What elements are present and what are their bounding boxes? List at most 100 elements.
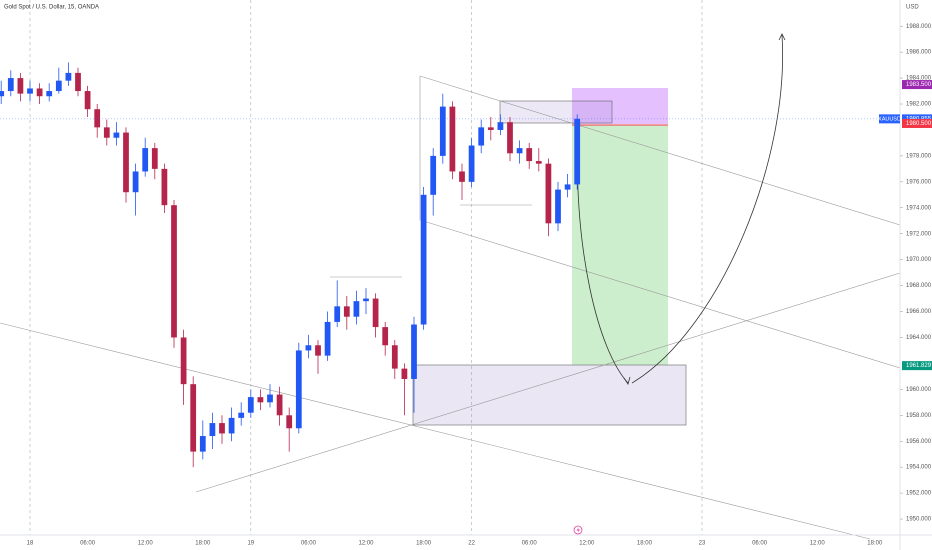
y-tick-label: 1956.000: [906, 439, 932, 445]
candle-body: [238, 412, 245, 418]
symbol-tag: [879, 114, 900, 124]
candle-body: [535, 161, 542, 164]
x-tick-label: 06:00: [301, 541, 317, 547]
candle-body: [142, 148, 149, 172]
candle-body: [516, 148, 523, 154]
x-tick-label: 18:00: [867, 541, 883, 547]
zone-box: [499, 100, 613, 124]
candle-body: [27, 88, 33, 94]
candle-body: [151, 148, 158, 169]
trend-line: [419, 75, 901, 226]
candle-body: [103, 127, 110, 138]
candle-body: [478, 127, 485, 146]
x-tick-label: 22: [468, 541, 475, 547]
y-tick-label: 1976.000: [906, 179, 932, 185]
candle-body: [487, 127, 494, 130]
y-tick-label: 1982.000: [906, 102, 932, 108]
candle-body: [555, 189, 561, 224]
price-tag-label: 1980.500: [906, 121, 932, 127]
y-tick-label: 1960.000: [906, 387, 932, 393]
y-tick-label: 1974.000: [906, 205, 932, 211]
x-tick-label: 18:00: [195, 541, 211, 547]
price-tag-label: 1961.829: [906, 363, 932, 369]
x-tick-label: 12:00: [810, 541, 826, 547]
candle-body: [353, 301, 360, 317]
candle-body: [219, 423, 225, 434]
candle-body: [334, 306, 341, 322]
y-tick-label: 1972.000: [906, 231, 932, 237]
x-tick-label: 06:00: [80, 541, 96, 547]
y-tick-label: 1978.000: [906, 153, 932, 159]
demand-box: [412, 364, 687, 426]
candle-body: [84, 91, 91, 110]
candle-body: [228, 417, 235, 434]
candle-body: [430, 155, 437, 195]
candle-body: [391, 345, 398, 369]
candle-body: [295, 350, 302, 429]
candle-body: [526, 148, 533, 162]
trend-line: [195, 272, 901, 493]
y-tick-label: 1950.000: [906, 517, 932, 523]
candle-body: [363, 298, 369, 302]
y-tick-label: 1988.000: [906, 24, 932, 30]
candle-body: [161, 168, 168, 206]
candle-body: [180, 337, 187, 385]
candle-body: [497, 122, 504, 130]
candle-body: [468, 145, 475, 182]
price-tag: [902, 118, 932, 128]
trend-line: [419, 219, 901, 369]
y-tick-label: 1968.000: [906, 283, 932, 289]
candle-body: [411, 324, 417, 379]
trend-line: [0, 322, 871, 540]
chart-title: Gold Spot / U.S. Dollar, 15, OANDA: [4, 5, 99, 11]
candle-body: [372, 298, 379, 328]
y-tick-label: 1966.000: [906, 309, 932, 315]
candle-body: [286, 415, 293, 429]
price-tag: [902, 80, 932, 90]
y-axis-label: USD: [906, 5, 919, 11]
candle-body: [564, 184, 571, 190]
event-icon-bolt: [576, 527, 580, 533]
axis-layer: 1950.000 1952.000 1954.000 1956.000 1958.000…: [0, 24, 932, 547]
x-tick-label: 18:00: [637, 541, 653, 547]
stop-zone: [572, 88, 668, 124]
candle-body: [574, 118, 581, 185]
x-tick-label: 12:00: [358, 541, 374, 547]
candle-body: [315, 345, 321, 356]
candle-body: [0, 91, 5, 97]
price-tag: [902, 114, 932, 124]
x-tick-label: 12:00: [579, 541, 595, 547]
price-tag-label: 1983.500: [906, 82, 932, 88]
y-tick-label: 1954.000: [906, 465, 932, 471]
grid-layer: [29, 0, 703, 535]
candles: [0, 62, 581, 468]
target-zone: [572, 125, 668, 365]
y-tick-label: 1984.000: [906, 76, 932, 82]
x-tick-label: 23: [699, 541, 706, 547]
x-tick-label: 06:00: [752, 541, 768, 547]
y-tick-label: 1970.000: [906, 257, 932, 263]
arrow-head: [623, 376, 631, 385]
candle-body: [305, 345, 312, 351]
y-tick-label: 1952.000: [906, 491, 932, 497]
candle-body: [459, 171, 465, 182]
candle-body: [267, 394, 273, 403]
candle-body: [439, 106, 446, 156]
x-tick-label: 18:00: [416, 541, 432, 547]
candle-body: [545, 163, 552, 224]
candle-body: [507, 122, 513, 154]
candle-body: [94, 109, 101, 128]
candle-body: [343, 306, 350, 317]
candle-body: [17, 78, 24, 94]
candle-body: [132, 171, 139, 193]
candle-body: [247, 397, 254, 413]
candle-body: [123, 132, 129, 193]
candle-body: [113, 132, 120, 138]
x-tick-label: 12:00: [138, 541, 154, 547]
y-tick-label: 1964.000: [906, 335, 932, 341]
candle-body: [276, 394, 283, 416]
candle-body: [449, 106, 456, 172]
